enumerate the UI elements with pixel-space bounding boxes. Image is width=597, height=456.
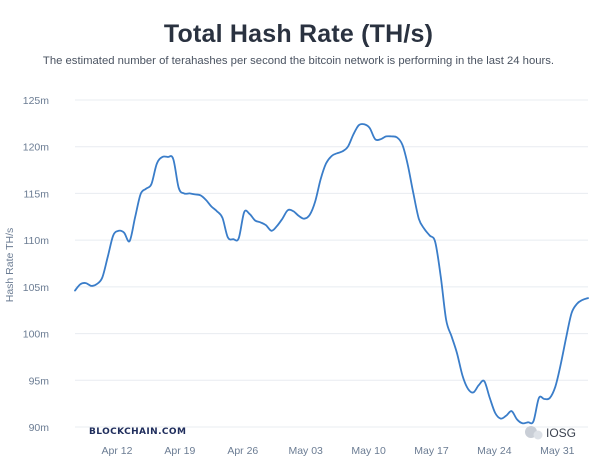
y-tick-label: 90m xyxy=(29,422,50,434)
x-tick-label: Apr 26 xyxy=(227,445,258,456)
y-tick-label: 120m xyxy=(23,142,50,154)
x-tick-labels: Apr 12 Apr 19 Apr 26 May 03 May 10 May 17 May … xyxy=(102,445,575,456)
y-tick-label: 110m xyxy=(24,235,50,247)
x-tick-label: May 31 xyxy=(540,445,575,456)
y-tick-label: 125m xyxy=(23,95,50,107)
x-tick-label: May 17 xyxy=(414,445,449,456)
series-line xyxy=(74,123,589,425)
x-tick-label: May 03 xyxy=(288,445,323,456)
watermark: IOSG xyxy=(525,426,576,440)
y-tick-label: 100m xyxy=(23,329,50,341)
chart-subtitle: The estimated number of terahashes per s… xyxy=(42,55,555,67)
grid-lines xyxy=(75,99,588,428)
y-tick-label: 105m xyxy=(23,282,50,294)
watermark-icon-inner xyxy=(533,430,543,440)
y-axis-label: Hash Rate TH/s xyxy=(4,228,16,303)
y-tick-labels: 90m 95m 100m 105m 110m 115m 120m 125m xyxy=(23,95,50,434)
x-tick-label: Apr 12 xyxy=(102,445,133,456)
y-tick-label: 115m xyxy=(24,188,50,200)
watermark-text: IOSG xyxy=(546,426,576,440)
x-tick-label: May 24 xyxy=(477,445,512,456)
x-tick-label: Apr 19 xyxy=(164,445,195,456)
blockchain-logo-text: BLOCKCHAIN.COM xyxy=(89,427,186,437)
chart-title: Total Hash Rate (TH/s) xyxy=(163,20,434,48)
y-tick-label: 95m xyxy=(29,375,50,387)
x-tick-label: May 10 xyxy=(351,445,386,456)
